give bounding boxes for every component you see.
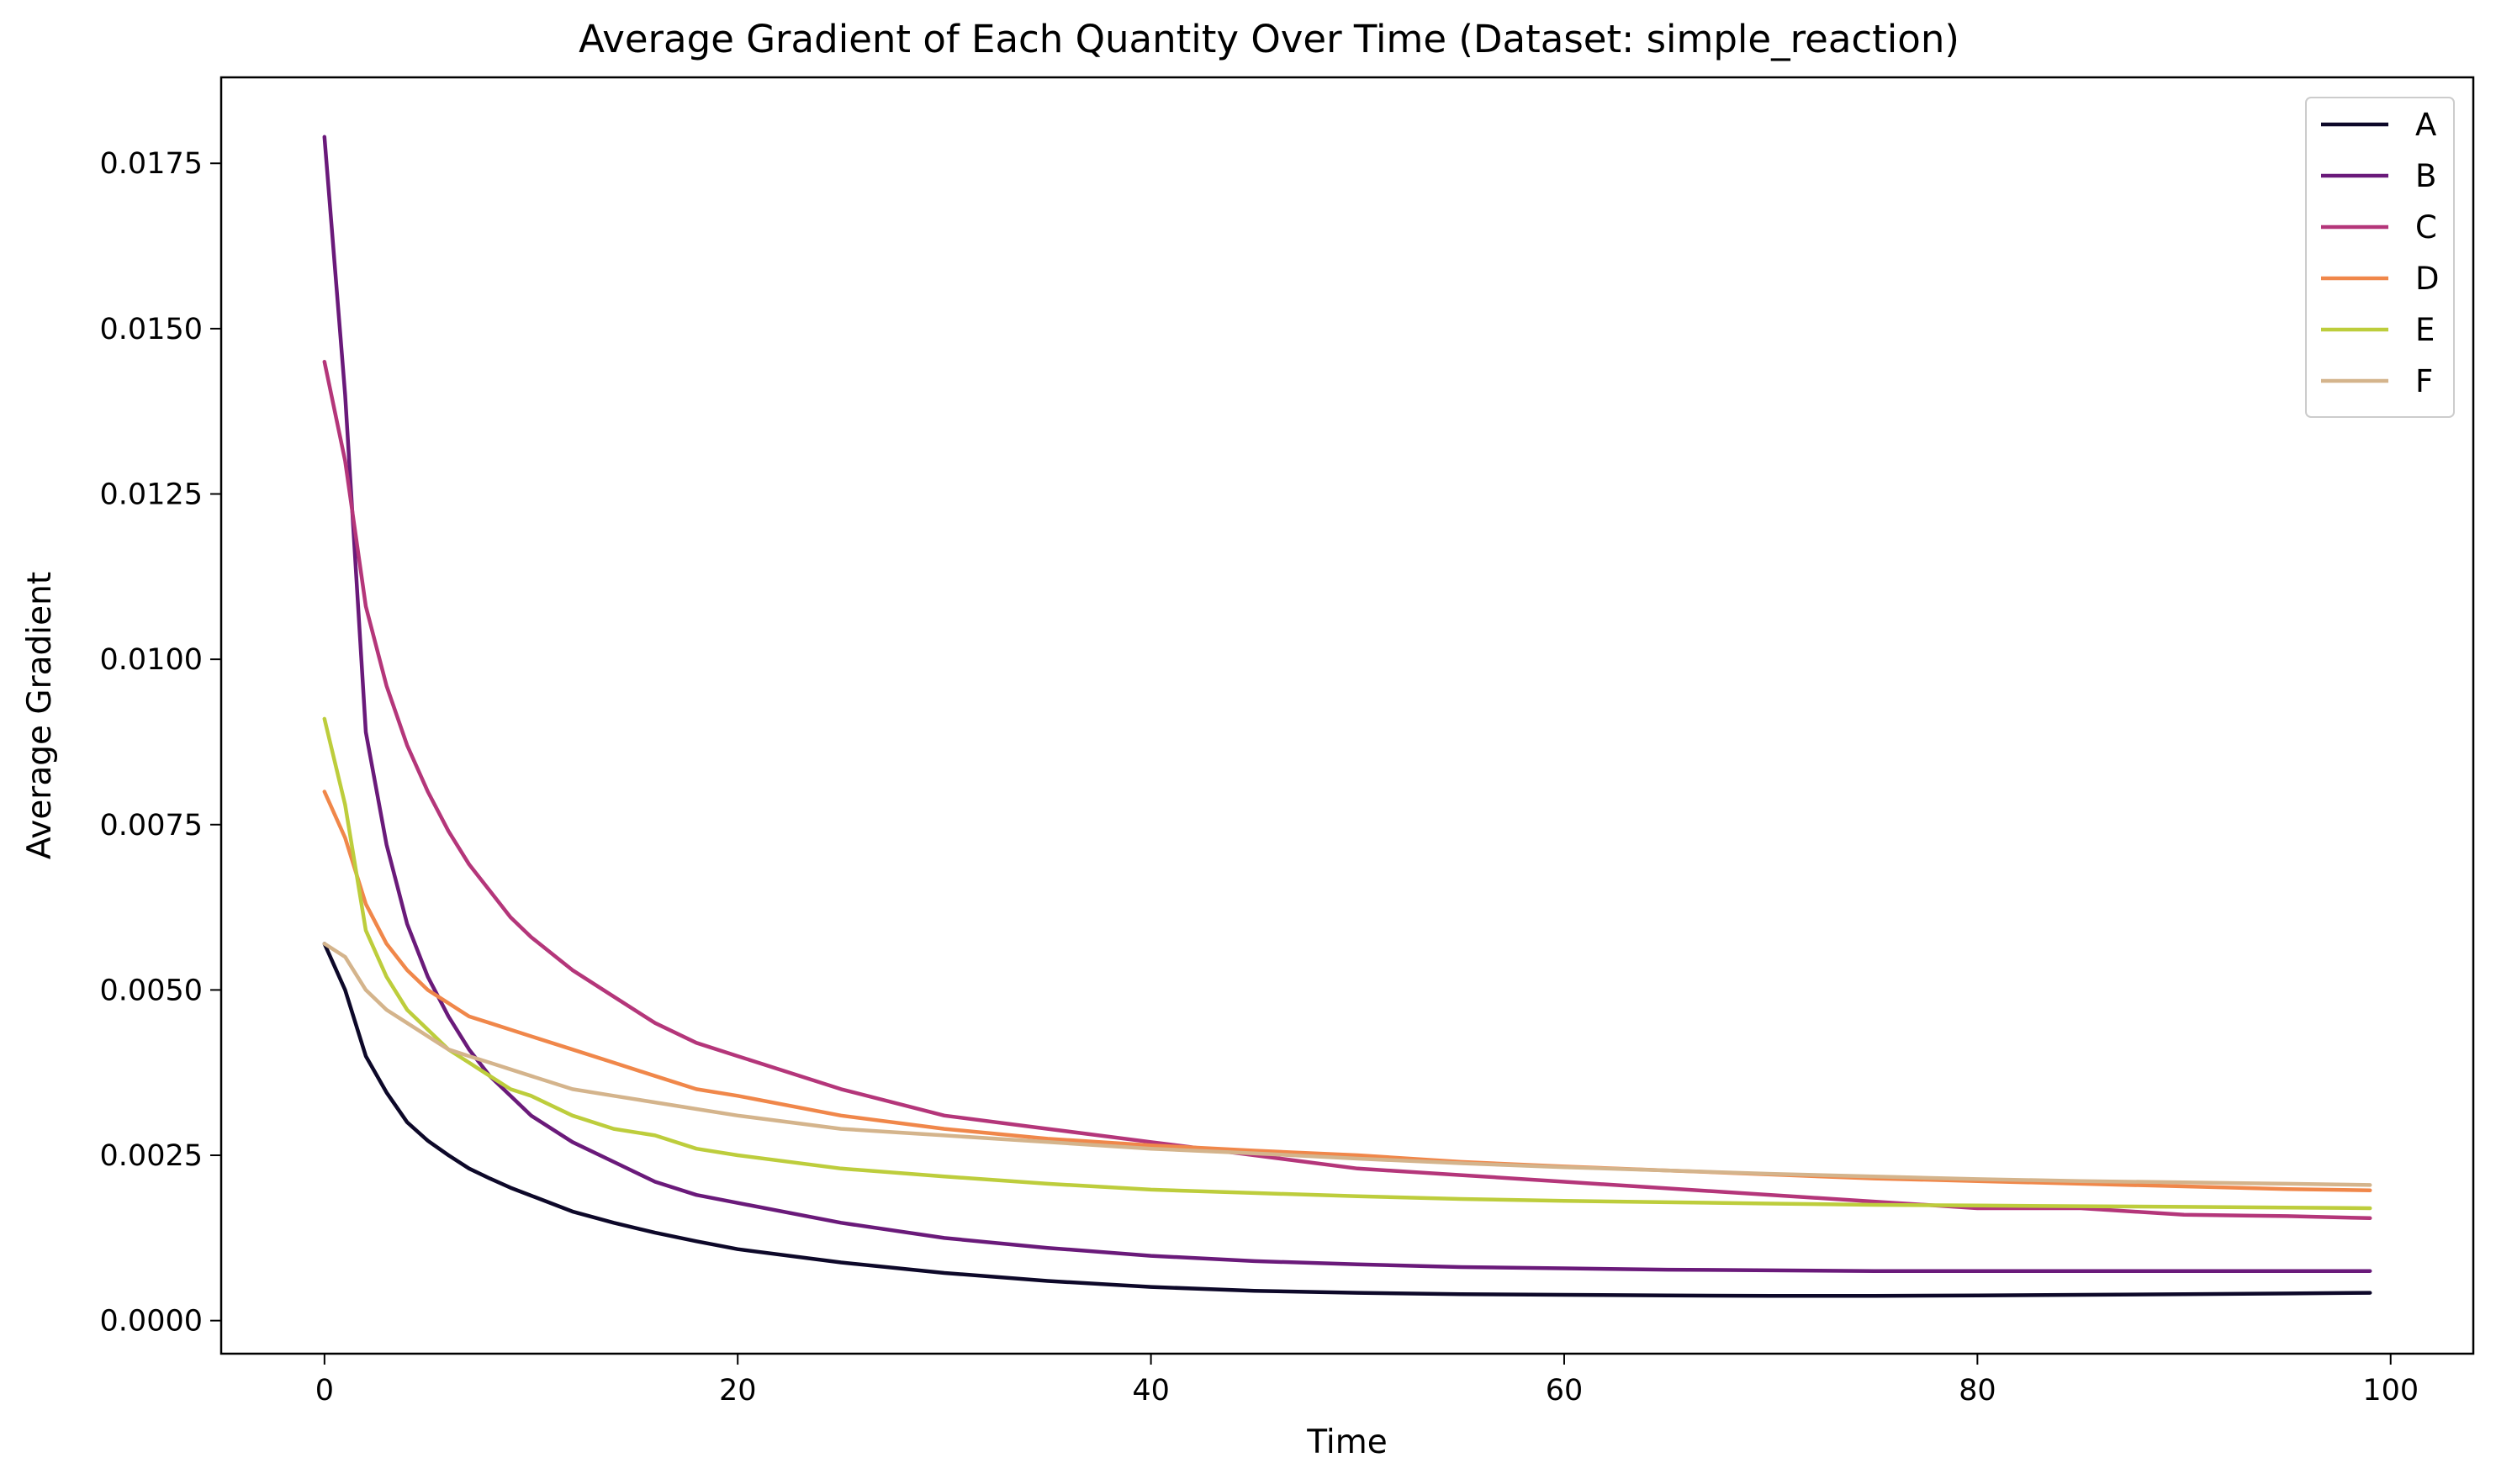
legend-label-b: B xyxy=(2415,158,2436,194)
legend-label-f: F xyxy=(2415,363,2433,399)
y-tick-label: 0.0150 xyxy=(100,313,203,346)
y-tick-label: 0.0050 xyxy=(100,974,203,1007)
y-tick-label: 0.0175 xyxy=(100,147,203,181)
x-axis: 0 20 40 60 80 100 xyxy=(315,1354,2419,1407)
legend-label-a: A xyxy=(2415,107,2436,143)
series-line-e xyxy=(322,716,2372,1211)
x-axis-label: Time xyxy=(1306,1423,1387,1461)
legend-label-e: E xyxy=(2415,312,2435,348)
series-lines xyxy=(322,135,2372,1298)
y-tick-label: 0.0000 xyxy=(100,1305,203,1339)
x-tick-label: 20 xyxy=(719,1374,757,1407)
chart-title: Average Gradient of Each Quantity Over T… xyxy=(579,17,1959,61)
legend-label-d: D xyxy=(2415,261,2440,297)
x-tick-label: 60 xyxy=(1546,1374,1584,1407)
y-axis: 0.0000 0.0025 0.0050 0.0075 0.0100 0.0125 0.01… xyxy=(100,147,221,1339)
y-tick-label: 0.0025 xyxy=(100,1139,203,1173)
legend-label-c: C xyxy=(2415,209,2437,246)
y-tick-label: 0.0100 xyxy=(100,643,203,677)
series-line-c xyxy=(322,359,2372,1221)
plot-area xyxy=(219,76,2475,1355)
y-tick-label: 0.0075 xyxy=(100,809,203,842)
x-tick-label: 40 xyxy=(1132,1374,1170,1407)
x-tick-label: 0 xyxy=(315,1374,334,1407)
series-line-f xyxy=(322,942,2372,1187)
x-tick-label: 80 xyxy=(1959,1374,1996,1407)
y-axis-label: Average Gradient xyxy=(21,572,59,859)
series-line-a xyxy=(322,942,2372,1298)
x-tick-label: 100 xyxy=(2362,1374,2419,1407)
series-line-b xyxy=(322,135,2372,1273)
y-tick-label: 0.0125 xyxy=(100,478,203,512)
